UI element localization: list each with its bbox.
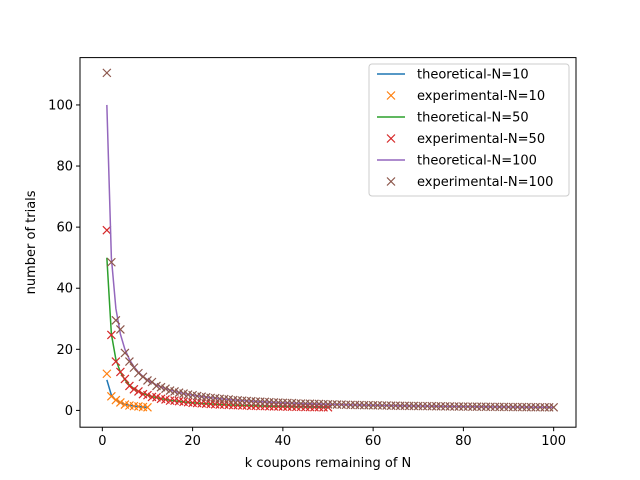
x-tick-label: 40	[275, 434, 292, 449]
legend-marker-swatch	[386, 177, 396, 186]
data-point	[115, 398, 125, 407]
data-point	[549, 402, 559, 412]
legend-entry: theoretical-N=100	[377, 154, 537, 169]
data-point	[124, 381, 134, 391]
legend: theoretical-N=10 experimental-N=10 theoret…	[368, 63, 570, 197]
y-tick-label: 100	[48, 98, 73, 113]
data-point	[102, 225, 112, 235]
legend-entry: experimental-N=100	[386, 175, 553, 190]
data-point	[111, 357, 121, 366]
legend-label: experimental-N=10	[417, 89, 545, 104]
legend-entry: theoretical-N=10	[377, 68, 529, 83]
data-point	[115, 367, 125, 377]
data-point	[115, 325, 125, 334]
data-point	[106, 257, 116, 267]
legend-box	[368, 63, 570, 197]
x-tick-label: 0	[98, 434, 106, 449]
y-tick-label: 0	[65, 404, 73, 419]
series-line-theoretical-n-100	[106, 104, 554, 409]
axes-frame	[79, 57, 577, 428]
y-axis: 0 20 40 60 80 100	[48, 98, 80, 419]
series-points-experimental-n-10	[102, 369, 152, 412]
data-point	[120, 348, 130, 358]
x-tick-label: 100	[541, 434, 566, 449]
legend-label: theoretical-N=10	[417, 68, 529, 83]
data-point	[161, 384, 170, 394]
legend-label: theoretical-N=50	[417, 111, 529, 126]
data-point	[129, 363, 139, 373]
data-point	[111, 395, 121, 405]
x-axis: 0 20 40 60 80 100	[98, 427, 566, 449]
data-point	[102, 68, 112, 78]
data-point	[111, 315, 121, 325]
data-point	[143, 402, 152, 412]
data-point	[134, 387, 143, 396]
x-tick-label: 60	[365, 434, 382, 449]
x-axis-label: k coupons remaining of N	[245, 456, 412, 471]
data-point	[102, 369, 112, 379]
data-point	[106, 330, 116, 340]
legend-label: theoretical-N=100	[417, 154, 537, 169]
legend-entry: theoretical-N=50	[377, 111, 529, 126]
legend-label: experimental-N=50	[417, 132, 545, 147]
x-tick-label: 80	[455, 434, 472, 449]
y-axis-label: number of trials	[24, 190, 39, 294]
legend-label: experimental-N=100	[417, 175, 553, 190]
y-tick-label: 20	[56, 343, 73, 358]
data-point	[120, 374, 130, 384]
legend-entry: experimental-N=10	[386, 89, 545, 104]
data-point	[143, 390, 152, 400]
x-tick-label: 20	[184, 434, 201, 449]
plot-area	[102, 68, 559, 412]
legend-marker-swatch	[386, 134, 396, 143]
legend-marker-swatch	[386, 91, 396, 100]
series-points-experimental-n-100	[102, 68, 559, 412]
y-tick-label: 40	[56, 282, 73, 297]
data-point	[129, 384, 139, 394]
data-point	[124, 357, 134, 366]
legend-entry: experimental-N=50	[386, 132, 545, 147]
y-tick-label: 60	[56, 221, 73, 236]
y-tick-label: 80	[56, 160, 73, 175]
